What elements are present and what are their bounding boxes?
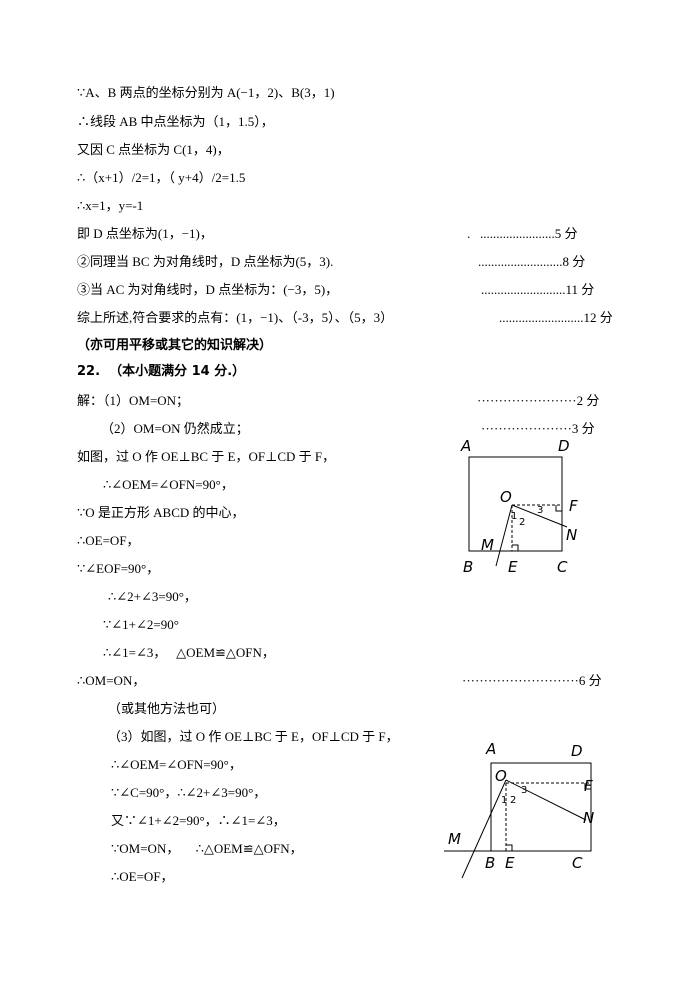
- text-line: 即 D 点坐标为(1，−1)，: [77, 226, 213, 241]
- point-label: 1: [511, 511, 517, 522]
- point-label: F: [584, 777, 593, 795]
- point-label: O: [495, 767, 507, 785]
- point-label: M: [448, 830, 461, 848]
- point-label: M: [481, 536, 494, 554]
- text-line: 22. （本小题满分 14 分.）: [77, 364, 246, 379]
- text-line: ∴∠1=∠3， △OEM≌△OFN，: [103, 645, 275, 660]
- point-label: D: [558, 437, 570, 455]
- text-line: ∴x=1，y=-1: [77, 198, 144, 213]
- point-label: 2: [510, 795, 516, 806]
- om: [461, 779, 507, 879]
- text-line: ∴线段 AB 中点坐标为（1，1.5），: [77, 114, 274, 129]
- on: [511, 504, 568, 528]
- text-line: （或其他方法也可）: [108, 701, 226, 716]
- right-angle: [512, 505, 562, 551]
- text-line: （2）OM=ON 仍然成立；: [101, 421, 249, 436]
- text-line: ∵∠1+∠2=90°: [103, 617, 179, 632]
- text-line: ∵A、B 两点的坐标分别为 A(−1，2)、B(3，1): [77, 85, 335, 100]
- text-line: 又因 C 点坐标为 C(1，4)，: [77, 142, 230, 157]
- text-line: ③当 AC 为对角线时，D 点坐标为：(−3，5)，: [77, 282, 339, 297]
- text-line: ∴∠OEM=∠OFN=90°，: [111, 757, 242, 772]
- text-line: ∴OM=ON，: [77, 673, 146, 688]
- score: ..........................8 分: [478, 254, 586, 269]
- figure-1: [468, 456, 568, 567]
- score: ···························6 分: [462, 673, 602, 688]
- score: . .......................5 分: [467, 226, 578, 241]
- text-line: ∵O 是正方形 ABCD 的中心，: [77, 505, 245, 520]
- text-line: ∵∠C=90°，∴∠2+∠3=90°，: [111, 785, 267, 800]
- point-label: B: [463, 558, 473, 576]
- score: ..........................12 分: [499, 310, 613, 325]
- text-line: 如图，过 O 作 OE⊥BC 于 E，OF⊥CD 于 F，: [77, 449, 336, 464]
- text-line: ∴（x+1）/2=1，（ y+4）/2=1.5: [77, 170, 246, 185]
- point-label: B: [485, 854, 495, 872]
- text-line: （3）如图，过 O 作 OE⊥BC 于 E，OF⊥CD 于 F，: [108, 729, 399, 744]
- text-line: 又∵∠1+∠2=90°，∴∠1=∠3，: [111, 813, 286, 828]
- text-line: ②同理当 BC 为对角线时，D 点坐标为(5，3).: [77, 254, 334, 269]
- text-line: 解：（1）OM=ON；: [77, 393, 190, 408]
- score: ..........................11 分: [481, 282, 595, 297]
- score: ·······················2 分: [477, 393, 600, 408]
- text-line: ∴OE=OF，: [77, 533, 140, 548]
- right-angle: [506, 783, 591, 851]
- point-label: O: [500, 488, 512, 506]
- point-label: 1: [501, 795, 507, 806]
- text-line: 综上所述,符合要求的点有：(1，−1)、（-3，5）、（5，3）: [77, 310, 394, 325]
- point-label: A: [460, 437, 471, 455]
- score: ·····················3 分: [481, 421, 595, 436]
- square: [468, 456, 563, 552]
- text-line: ∴∠OEM=∠OFN=90°，: [103, 477, 234, 492]
- point-label: N: [566, 526, 577, 544]
- text-line: ∵OM=ON， ∴△OEM≌△OFN，: [111, 841, 303, 856]
- point-label: 3: [537, 505, 543, 516]
- point-label: D: [571, 742, 583, 760]
- square: [490, 762, 592, 852]
- point-label: N: [583, 809, 594, 827]
- text-line: ∴OE=OF，: [111, 869, 174, 884]
- om: [495, 504, 513, 567]
- point-label: 3: [521, 785, 527, 796]
- text-line: ∴∠2+∠3=90°，: [108, 589, 197, 604]
- on: [505, 779, 587, 821]
- point-label: 2: [519, 517, 525, 528]
- point-label: C: [572, 854, 583, 872]
- text-line: ∵∠EOF=90°，: [77, 561, 160, 576]
- point-label: E: [508, 558, 518, 576]
- figure-2: [444, 762, 592, 879]
- point-label: A: [485, 740, 496, 758]
- point-label: F: [569, 497, 578, 515]
- point-label: C: [557, 558, 568, 576]
- point-label: E: [505, 854, 515, 872]
- text-line: （亦可用平移或其它的知识解决）: [77, 338, 273, 353]
